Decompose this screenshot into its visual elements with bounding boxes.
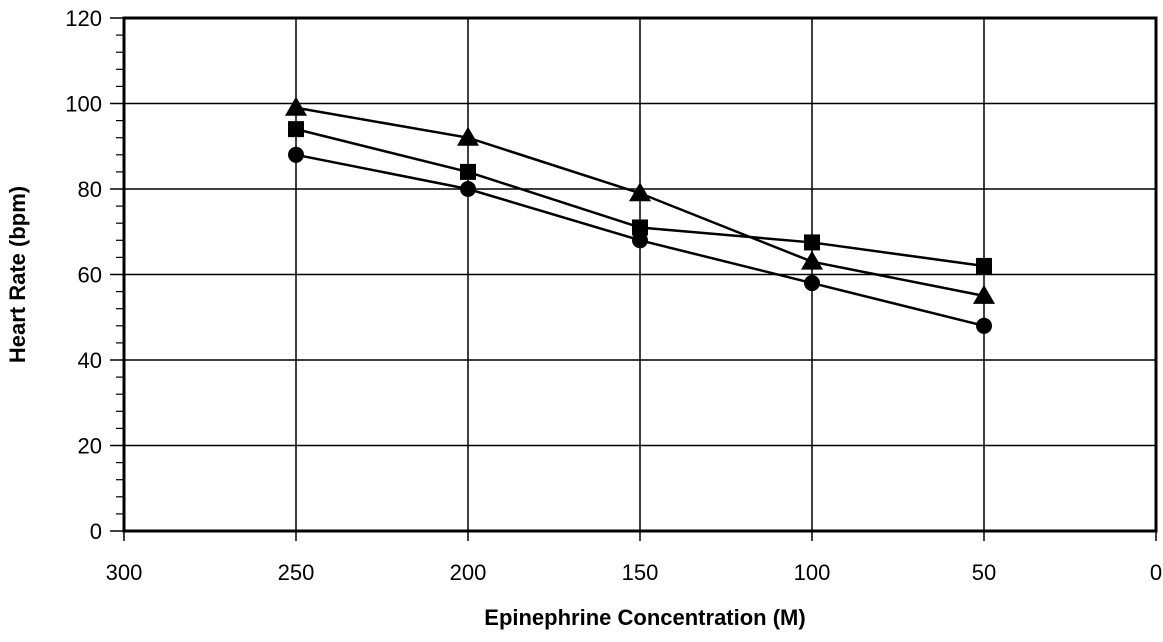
- x-tick-label-150: 150: [622, 560, 659, 585]
- y-tick-label-100: 100: [65, 92, 102, 117]
- data-point-triangle-100: [801, 250, 823, 270]
- data-point-circle-50: [976, 317, 992, 334]
- data-point-triangle-150: [629, 182, 651, 202]
- data-point-circle-250: [288, 146, 304, 163]
- data-point-square-100: [804, 234, 820, 251]
- y-tick-label-20: 20: [78, 434, 102, 459]
- x-tick-label-300: 300: [106, 560, 143, 585]
- x-tick-label-100: 100: [794, 560, 831, 585]
- x-tick-labels: 300 250 200 150 100 50 0: [106, 560, 1162, 585]
- y-tick-label-60: 60: [78, 263, 102, 288]
- y-minor-ticks: [110, 17, 1157, 541]
- data-point-square-150: [632, 219, 648, 236]
- gridlines: [123, 17, 1157, 532]
- y-tick-label-0: 0: [90, 519, 102, 544]
- data-point-triangle-250: [285, 96, 307, 116]
- x-tick-label-200: 200: [450, 560, 487, 585]
- y-tick-label-120: 120: [65, 6, 102, 31]
- data-point-square-200: [460, 163, 476, 180]
- data-point-triangle-200: [457, 126, 479, 146]
- y-tick-label-40: 40: [78, 348, 102, 373]
- data-point-circle-200: [460, 181, 476, 197]
- data-point-circle-150: [632, 232, 648, 249]
- series-triangle: [285, 96, 995, 304]
- x-tick-label-50: 50: [972, 560, 996, 585]
- data-point-triangle-50: [973, 284, 995, 304]
- series-group: [285, 96, 995, 334]
- x-tick-label-250: 250: [278, 560, 315, 585]
- y-axis-title: Heart Rate (bpm): [5, 186, 30, 363]
- x-axis-title: Epinephrine Concentration (M): [484, 605, 805, 630]
- y-tick-labels: 0 20 40 60 80 100 120: [65, 6, 102, 544]
- x-tick-label-0: 0: [1150, 560, 1162, 585]
- plot-area-frame: [122, 16, 1158, 533]
- y-tick-label-80: 80: [78, 177, 102, 202]
- data-point-square-250: [288, 121, 304, 138]
- data-point-circle-100: [804, 275, 820, 292]
- series-square: [288, 121, 992, 274]
- data-point-square-50: [976, 257, 992, 274]
- series-circle: [288, 146, 992, 334]
